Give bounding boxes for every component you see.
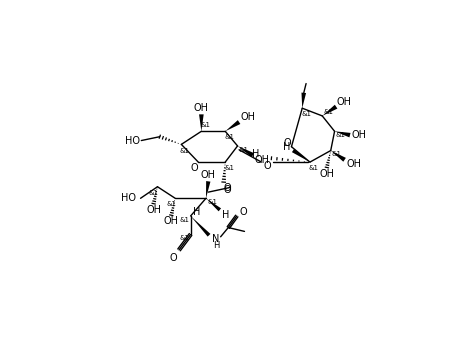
Polygon shape — [191, 216, 211, 237]
Text: &1: &1 — [324, 109, 333, 115]
Polygon shape — [225, 120, 240, 131]
Polygon shape — [302, 93, 306, 108]
Text: O: O — [224, 183, 231, 192]
Polygon shape — [206, 181, 211, 198]
Text: H: H — [283, 142, 291, 152]
Text: OH: OH — [164, 216, 179, 226]
Text: &1: &1 — [180, 235, 189, 241]
Text: H: H — [252, 149, 260, 159]
Text: O: O — [284, 138, 292, 148]
Text: OH: OH — [194, 103, 209, 113]
Text: O: O — [170, 252, 177, 263]
Polygon shape — [322, 105, 338, 116]
Text: OH: OH — [201, 170, 216, 180]
Text: H: H — [221, 210, 229, 220]
Text: &1: &1 — [180, 217, 189, 223]
Text: OH: OH — [146, 205, 161, 215]
Text: OH: OH — [352, 130, 367, 140]
Text: O: O — [264, 161, 271, 171]
Text: &1: &1 — [207, 199, 217, 205]
Polygon shape — [206, 198, 221, 211]
Text: OH: OH — [336, 97, 351, 107]
Text: &1: &1 — [336, 132, 346, 138]
Polygon shape — [292, 149, 310, 162]
Polygon shape — [334, 131, 351, 137]
Text: O: O — [224, 185, 231, 195]
Text: OH: OH — [346, 159, 361, 170]
Text: &1: &1 — [166, 202, 176, 208]
Text: &1: &1 — [302, 111, 312, 117]
Text: H: H — [193, 207, 200, 217]
Text: N: N — [212, 234, 220, 244]
Text: O: O — [191, 163, 198, 173]
Text: HO: HO — [126, 135, 140, 146]
Text: OH: OH — [320, 168, 334, 179]
Polygon shape — [199, 114, 204, 131]
Text: &1: &1 — [309, 165, 319, 171]
Text: &1: &1 — [200, 122, 210, 128]
Polygon shape — [238, 146, 254, 157]
Text: &1: &1 — [180, 148, 189, 154]
Text: &1: &1 — [224, 134, 234, 141]
Polygon shape — [331, 151, 346, 162]
Text: H: H — [213, 241, 219, 250]
Text: &1: &1 — [148, 190, 158, 196]
Text: &1: &1 — [224, 165, 234, 171]
Text: HO: HO — [121, 193, 136, 203]
Text: O: O — [239, 207, 247, 217]
Text: OH: OH — [240, 113, 255, 122]
Text: OH: OH — [255, 155, 270, 165]
Text: &1: &1 — [238, 147, 249, 153]
Text: &1: &1 — [332, 151, 342, 157]
